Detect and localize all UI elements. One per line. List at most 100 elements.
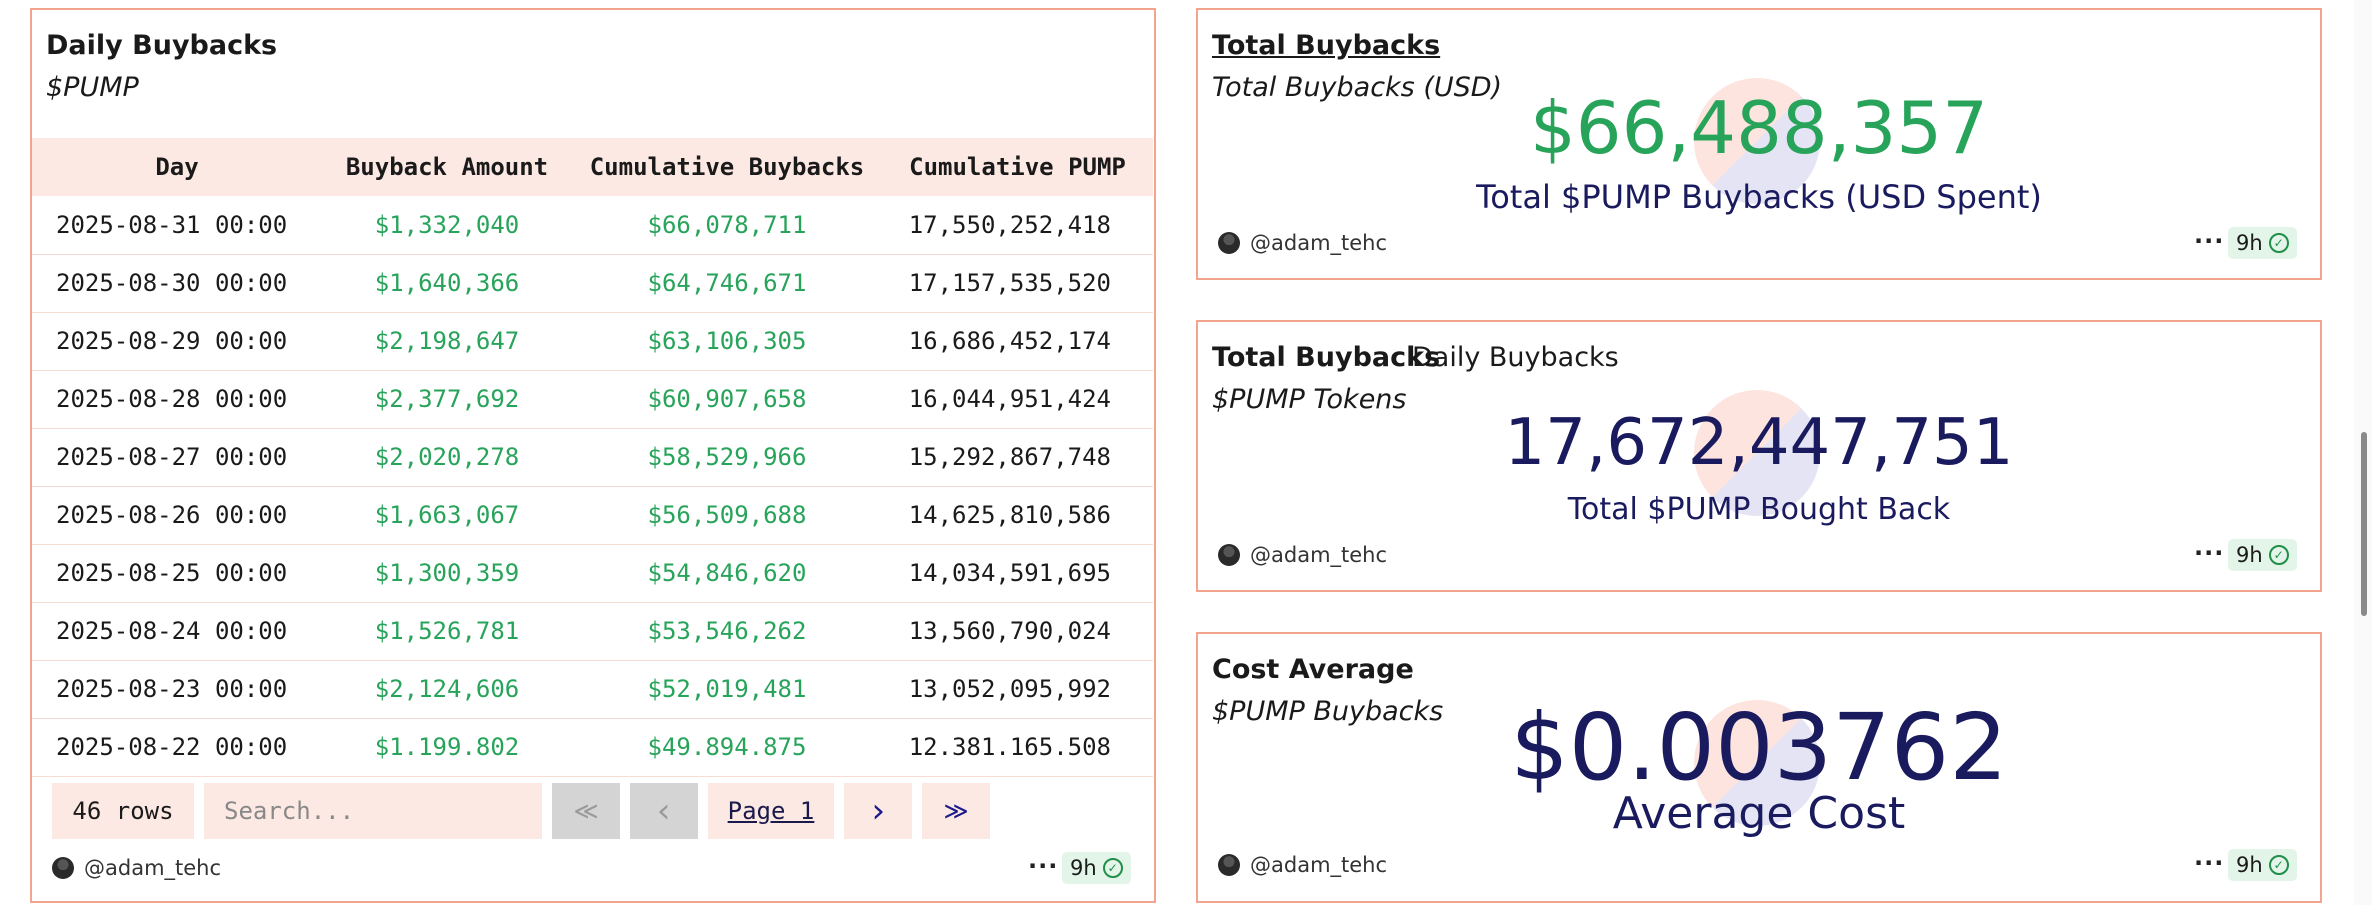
- author-link[interactable]: @adam_tehc: [1218, 231, 1387, 255]
- chevron-right-icon: ›: [867, 791, 889, 831]
- counter-value: 17,672,447,751: [1504, 406, 2014, 480]
- more-options-icon[interactable]: ···: [2194, 539, 2225, 567]
- cell-cumulative-buybacks: $53,546,262: [647, 617, 807, 645]
- total-buybacks-tokens-panel: Total Buybacks Daily Buybacks $PUMP Toke…: [1196, 320, 2322, 592]
- cell-day: 2025-08-27 00:00: [56, 443, 288, 471]
- last-page-button[interactable]: ≫: [922, 783, 990, 839]
- more-options-icon[interactable]: ···: [1028, 852, 1059, 880]
- check-circle-icon: ✓: [1102, 858, 1123, 878]
- cell-buyback-amount: $1,300,359: [374, 559, 520, 587]
- column-header-cumulative-pump[interactable]: Cumulative PUMP: [909, 153, 1126, 181]
- age-label: 9h: [1070, 856, 1097, 880]
- cell-cumulative-pump: 15,292,867,748: [908, 443, 1111, 471]
- cell-buyback-amount: $1,640,366: [374, 269, 520, 297]
- counter-value: $0.003762: [1510, 694, 2008, 801]
- cell-buyback-amount: $2,124,606: [374, 675, 520, 703]
- freshness-badge[interactable]: 9h ✓: [1062, 852, 1131, 884]
- table-header-row: Day Buyback Amount Cumulative Buybacks C…: [32, 138, 1153, 196]
- freshness-badge[interactable]: 9h ✓: [2228, 227, 2297, 259]
- cell-cumulative-pump: 17,550,252,418: [908, 210, 1111, 239]
- avatar: [1218, 854, 1240, 876]
- avatar: [52, 857, 74, 879]
- age-label: 9h: [2236, 853, 2263, 877]
- panel-title: Total Buybacks: [1212, 342, 1441, 373]
- author-name: @adam_tehc: [84, 856, 222, 880]
- counter-value: $66,488,357: [1529, 86, 1989, 170]
- cell-day: 2025-08-22 00:00: [56, 733, 288, 761]
- author-link[interactable]: @adam_tehc: [1218, 853, 1387, 877]
- more-options-icon[interactable]: ···: [2194, 849, 2225, 877]
- table-row: 2025-08-23 00:00 $2,124,606 $52,019,481 13,…: [32, 660, 1153, 718]
- cell-buyback-amount: $1,332,040: [374, 210, 520, 239]
- cell-buyback-amount: $2,377,692: [374, 385, 520, 413]
- cell-cumulative-buybacks: $52,019,481: [647, 675, 807, 703]
- counter-background-shape: [1694, 390, 1820, 516]
- panel-subtitle: $PUMP Tokens: [1212, 384, 1407, 415]
- author-link[interactable]: @adam_tehc: [1218, 543, 1387, 567]
- panel-subtitle: $PUMP: [46, 72, 139, 103]
- table-row: 2025-08-26 00:00 $1,663,067 $56,509,688 14,…: [32, 486, 1153, 544]
- cell-buyback-amount: $1,526,781: [374, 617, 520, 645]
- cell-cumulative-buybacks: $66,078,711: [647, 210, 807, 239]
- cell-day: 2025-08-28 00:00: [56, 385, 288, 413]
- buybacks-table: Day Buyback Amount Cumulative Buybacks C…: [32, 138, 1153, 777]
- freshness-badge[interactable]: 9h ✓: [2228, 539, 2297, 571]
- cell-cumulative-pump: 16,044,951,424: [908, 385, 1111, 413]
- author-name: @adam_tehc: [1250, 231, 1388, 255]
- panel-subtitle: Total Buybacks (USD): [1212, 72, 1503, 103]
- panel-title[interactable]: Total Buybacks: [1212, 30, 1441, 61]
- cell-cumulative-pump: 13,560,790,024: [908, 617, 1111, 645]
- cell-day: 2025-08-30 00:00: [56, 269, 288, 297]
- check-circle-icon: ✓: [2268, 855, 2289, 875]
- cell-cumulative-buybacks: $60,907,658: [647, 385, 807, 413]
- table-row: 2025-08-27 00:00 $2,020,278 $58,529,966 15,…: [32, 428, 1153, 486]
- chevron-left-icon: ‹: [653, 791, 675, 831]
- column-header-day[interactable]: Day: [155, 153, 199, 181]
- check-circle-icon: ✓: [2268, 545, 2289, 565]
- cell-day: 2025-08-23 00:00: [56, 675, 288, 703]
- more-options-icon[interactable]: ···: [2194, 227, 2225, 255]
- author-name: @adam_tehc: [1250, 853, 1388, 877]
- double-chevron-right-icon: ≫: [943, 797, 969, 825]
- avatar: [1218, 544, 1240, 566]
- table-row: 2025-08-25 00:00 $1,300,359 $54,846,620 14,…: [32, 544, 1153, 602]
- cell-cumulative-buybacks: $63,106,305: [647, 327, 807, 355]
- next-page-button[interactable]: ›: [844, 783, 912, 839]
- total-buybacks-usd-panel: Total Buybacks Total Buybacks (USD) $66,…: [1196, 8, 2322, 280]
- counter-label: Total $PUMP Buybacks (USD Spent): [1476, 178, 2042, 216]
- page-label: Page 1: [727, 797, 815, 825]
- table-row: 2025-08-24 00:00 $1,526,781 $53,546,262 13,…: [32, 602, 1153, 660]
- cell-buyback-amount: $2,020,278: [374, 443, 520, 471]
- search-input[interactable]: Search...: [204, 783, 542, 839]
- check-circle-icon: ✓: [2268, 233, 2289, 253]
- cell-cumulative-buybacks: $58,529,966: [647, 443, 807, 471]
- table-row: 2025-08-28 00:00 $2,377,692 $60,907,658 16,…: [32, 370, 1153, 428]
- cell-day: 2025-08-29 00:00: [56, 327, 288, 355]
- panel-title: Daily Buybacks: [46, 30, 278, 61]
- first-page-button[interactable]: ≪: [552, 783, 620, 839]
- cell-day: 2025-08-24 00:00: [56, 617, 288, 645]
- table-row: 2025-08-30 00:00 $1,640,366 $64,746,671 17,…: [32, 254, 1153, 312]
- counter-background-shape: [1694, 78, 1820, 204]
- cell-buyback-amount: $2,198,647: [374, 327, 520, 355]
- panel-subtitle: $PUMP Buybacks: [1212, 696, 1444, 727]
- age-label: 9h: [2236, 543, 2263, 567]
- tab-daily-buybacks[interactable]: Daily Buybacks: [1412, 342, 1619, 373]
- cell-cumulative-buybacks: $64,746,671: [647, 269, 807, 297]
- cost-average-panel: Cost Average $PUMP Buybacks $0.003762 Av…: [1196, 632, 2322, 903]
- age-label: 9h: [2236, 231, 2263, 255]
- cell-buyback-amount: $1.199.802: [374, 733, 520, 761]
- avatar: [1218, 232, 1240, 254]
- counter-label: Total $PUMP Bought Back: [1567, 492, 1951, 527]
- freshness-badge[interactable]: 9h ✓: [2228, 849, 2297, 881]
- column-header-cumulative-buybacks[interactable]: Cumulative Buybacks: [589, 153, 865, 181]
- table-row: 2025-08-29 00:00 $2,198,647 $63,106,305 16,…: [32, 312, 1153, 370]
- counter-label: Average Cost: [1612, 788, 1906, 839]
- author-link[interactable]: @adam_tehc: [52, 856, 221, 880]
- column-header-buyback-amount[interactable]: Buyback Amount: [345, 153, 549, 181]
- cell-cumulative-buybacks: $56,509,688: [647, 501, 807, 529]
- page-indicator[interactable]: Page 1: [708, 783, 834, 839]
- table-row: 2025-08-22 00:00 $1.199.802 $49.894.875 12.…: [32, 718, 1153, 776]
- page-scrollbar-thumb[interactable]: [2361, 432, 2367, 616]
- prev-page-button[interactable]: ‹: [630, 783, 698, 839]
